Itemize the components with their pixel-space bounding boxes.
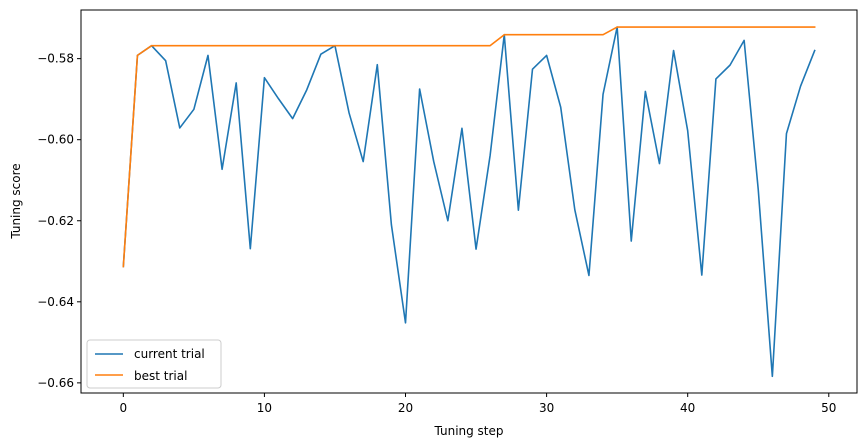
x-tick-label: 0 [120,401,128,415]
series-lines [122,26,816,378]
plot-frame [80,9,858,394]
x-axis-ticks: 0 10 20 30 40 50 [120,393,836,415]
y-tick-label: −0.66 [37,376,74,390]
series-line-current-trial [122,26,816,378]
series-line-best-trial [122,26,816,268]
x-tick-label: 10 [257,401,272,415]
legend-box [86,339,222,389]
y-axis-label: Tuning score [9,163,23,239]
x-tick-label: 30 [539,401,554,415]
x-tick-label: 20 [398,401,413,415]
legend: current trial best trial [86,339,222,389]
y-tick-label: −0.60 [37,133,74,147]
y-tick-label: −0.62 [37,214,74,228]
y-axis-ticks: −0.66 −0.64 −0.62 −0.60 −0.58 [37,52,81,390]
legend-label-current-trial: current trial [134,347,205,361]
legend-label-best-trial: best trial [134,369,187,383]
x-axis-label: Tuning step [433,424,503,438]
plot-area [81,10,857,393]
y-tick-label: −0.58 [37,52,74,66]
y-tick-label: −0.64 [37,295,74,309]
x-tick-label: 50 [821,401,836,415]
x-tick-label: 40 [680,401,695,415]
